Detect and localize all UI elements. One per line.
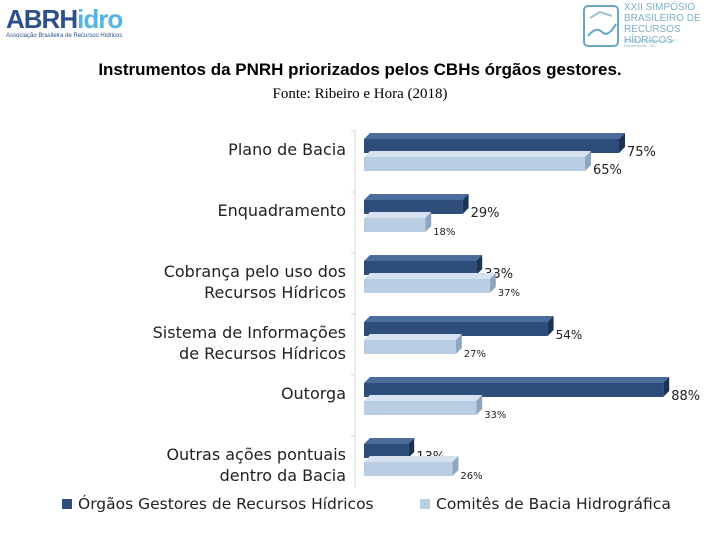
category-label: Plano de Bacia <box>228 140 346 159</box>
category-label: Enquadramento <box>217 201 346 220</box>
bar-side-face <box>462 194 469 214</box>
category-label: Cobrança pelo uso dos Recursos Hídricos <box>163 262 346 302</box>
logo-word-a: ABRH <box>6 4 78 34</box>
bar-top-face <box>364 334 462 340</box>
simposio-line-2: BRASILEIRO DE <box>624 13 701 24</box>
simposio-date: 26 a 30 de novembro de 2017 <box>624 38 678 43</box>
logo-tagline: Associação Brasileira de Recursos Hídric… <box>6 33 123 39</box>
category-label: Sistema de Informações de Recursos Hídri… <box>152 323 346 363</box>
bar-side-face <box>425 212 432 232</box>
bar <box>364 444 409 458</box>
bar-side-face <box>585 151 591 171</box>
bar <box>364 322 548 336</box>
bar-side-face <box>547 316 554 336</box>
legend-label-comites: Comitês de Bacia Hidrográfica <box>436 495 671 513</box>
data-label: 65% <box>593 163 622 178</box>
data-label: 26% <box>460 471 482 482</box>
data-label: 18% <box>433 227 455 238</box>
bar <box>364 139 619 153</box>
data-label: 75% <box>627 145 656 160</box>
abrhidro-logo: ABRHidro Associação Brasileira de Recurs… <box>6 4 156 48</box>
bar-top-face <box>364 194 469 200</box>
bar-top-face <box>364 255 483 261</box>
data-label: 54% <box>556 328 583 342</box>
simposio-place: Florianópolis - SC <box>624 43 656 48</box>
bar-top-face <box>364 133 625 139</box>
legend-item-comites: Comitês de Bacia Hidrográfica <box>420 495 671 513</box>
bar <box>364 383 664 397</box>
bar-side-face <box>619 133 625 153</box>
bar-side-face <box>489 273 496 293</box>
data-label: 33% <box>484 410 506 421</box>
bar <box>364 462 453 476</box>
bar-side-face <box>476 255 483 275</box>
bar <box>364 218 426 232</box>
data-label: 37% <box>498 288 520 299</box>
simposio-emblem-icon <box>583 5 619 47</box>
bar-top-face <box>364 212 432 218</box>
category-label: Outras ações pontuais dentro da Bacia <box>166 445 346 485</box>
bar-side-face <box>408 438 415 458</box>
legend-swatch-orgaos <box>62 499 72 509</box>
simposio-logo: XXII SIMPÓSIO BRASILEIRO DE RECURSOS HÍD… <box>582 2 716 52</box>
bar <box>364 279 490 293</box>
bar <box>364 340 456 354</box>
simposio-line-1: XXII SIMPÓSIO <box>624 2 696 13</box>
legend-swatch-comites <box>420 499 430 509</box>
bar-side-face <box>476 395 483 415</box>
data-label: 29% <box>471 206 500 221</box>
bar-top-face <box>364 377 670 383</box>
chart-title: Instrumentos da PNRH priorizados pelos C… <box>98 60 622 79</box>
category-label: Outorga <box>280 384 346 403</box>
simposio-line-3: RECURSOS HÍDRICOS <box>624 24 681 46</box>
bar-side-face <box>452 456 459 476</box>
logo-word-b: idro <box>77 4 123 34</box>
bar <box>364 261 477 275</box>
data-label: 27% <box>464 349 486 360</box>
data-label: 88% <box>671 389 700 404</box>
chart-subtitle: Fonte: Ribeiro e Hora (2018) <box>272 86 448 102</box>
bar-top-face <box>364 395 483 401</box>
bar-side-face <box>663 377 670 397</box>
legend-item-orgaos: Órgãos Gestores de Recursos Hídricos <box>62 495 374 513</box>
bar <box>364 157 585 171</box>
bar-top-face <box>364 456 459 462</box>
legend-label-orgaos: Órgãos Gestores de Recursos Hídricos <box>78 495 374 513</box>
bar <box>364 200 463 214</box>
bar-top-face <box>364 316 554 322</box>
bar-top-face <box>364 438 415 444</box>
bar-side-face <box>455 334 462 354</box>
bar <box>364 401 477 415</box>
bar-top-face <box>364 273 496 279</box>
bar-top-face <box>364 151 591 157</box>
